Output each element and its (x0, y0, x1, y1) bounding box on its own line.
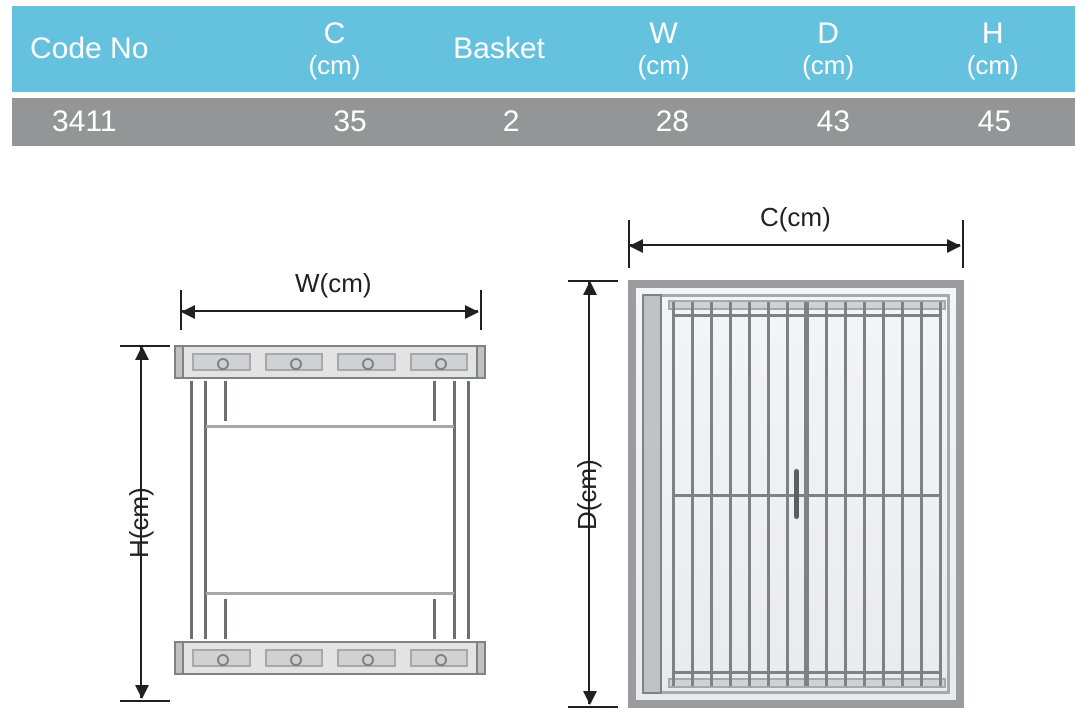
table-data-cell: 43 (753, 98, 914, 146)
table-header-label: Basket (417, 32, 582, 67)
diagrams-area: W(cm) H(cm) (0, 150, 1087, 728)
table-header-cell: D(cm) (746, 6, 911, 92)
front-hanger (224, 381, 227, 421)
top-view-drawing (628, 280, 964, 708)
rail-slot (265, 649, 324, 667)
front-wire (467, 381, 470, 639)
rail-cap (476, 345, 486, 379)
rail-slots (192, 649, 468, 667)
front-hanger (433, 381, 436, 421)
basket-cross-wire (672, 494, 942, 497)
table-header-label: D (746, 17, 911, 52)
table-header-label: C (252, 17, 417, 52)
table-header-sublabel: (cm) (252, 51, 417, 81)
rail-slot (410, 649, 469, 667)
table-header-cell: C(cm) (252, 6, 417, 92)
table-header-cell: H(cm) (910, 6, 1075, 92)
front-bottom-rail (180, 641, 480, 675)
basket-cross-wire (672, 314, 942, 317)
table-header-label: Code No (30, 32, 252, 67)
table-header-cell: W(cm) (581, 6, 746, 92)
table-data-cell: 35 (269, 98, 430, 146)
table-header-cell: Code No (12, 6, 252, 92)
left-slide-rail (642, 294, 662, 694)
basket-handle (794, 469, 799, 519)
c-tick-right (962, 220, 964, 268)
front-cross-wire (206, 425, 454, 428)
table-data-cell: 45 (914, 98, 1075, 146)
front-view-drawing (180, 345, 480, 675)
front-wire (453, 381, 456, 639)
table-data-cell: 2 (431, 98, 592, 146)
page-root: Code NoC(cm)BasketW(cm)D(cm)H(cm) 341135… (0, 0, 1087, 728)
c-dimension-line (630, 244, 960, 246)
rail-slots (192, 353, 468, 371)
w-dimension-label: W(cm) (295, 268, 372, 299)
table-header-cell: Basket (417, 6, 582, 92)
table-header-sublabel: (cm) (746, 51, 911, 81)
front-hanger (433, 599, 436, 639)
rail-slot (337, 649, 396, 667)
rail-cap (174, 641, 184, 675)
front-wire (190, 381, 193, 639)
table-header-label: H (910, 17, 1075, 52)
d-tick-bot (568, 706, 618, 708)
rail-slot (192, 649, 251, 667)
spec-table: Code NoC(cm)BasketW(cm)D(cm)H(cm) 341135… (12, 6, 1075, 146)
front-wire (204, 381, 207, 639)
c-dimension-label: C(cm) (760, 202, 831, 233)
table-header-sublabel: (cm) (581, 51, 746, 81)
table-header-sublabel: (cm) (910, 51, 1075, 81)
front-hanger (224, 599, 227, 639)
rail-slot (410, 353, 469, 371)
front-top-rail (180, 345, 480, 379)
h-dimension-label: H(cm) (124, 487, 155, 558)
table-header-label: W (581, 17, 746, 52)
table-data-cell: 28 (592, 98, 753, 146)
w-tick-right (480, 290, 482, 330)
d-dimension-label: D(cm) (572, 459, 603, 530)
w-dimension-line (182, 310, 478, 312)
front-cross-wire (206, 592, 454, 595)
rail-slot (337, 353, 396, 371)
h-tick-bot (120, 700, 170, 702)
rail-slot (192, 353, 251, 371)
table-data-row: 3411352284345 (12, 98, 1075, 146)
table-data-cell: 3411 (12, 98, 269, 146)
rail-cap (174, 345, 184, 379)
rail-cap (476, 641, 486, 675)
rail-slot (265, 353, 324, 371)
basket-cross-wire (672, 671, 942, 674)
table-header-row: Code NoC(cm)BasketW(cm)D(cm)H(cm) (12, 6, 1075, 92)
